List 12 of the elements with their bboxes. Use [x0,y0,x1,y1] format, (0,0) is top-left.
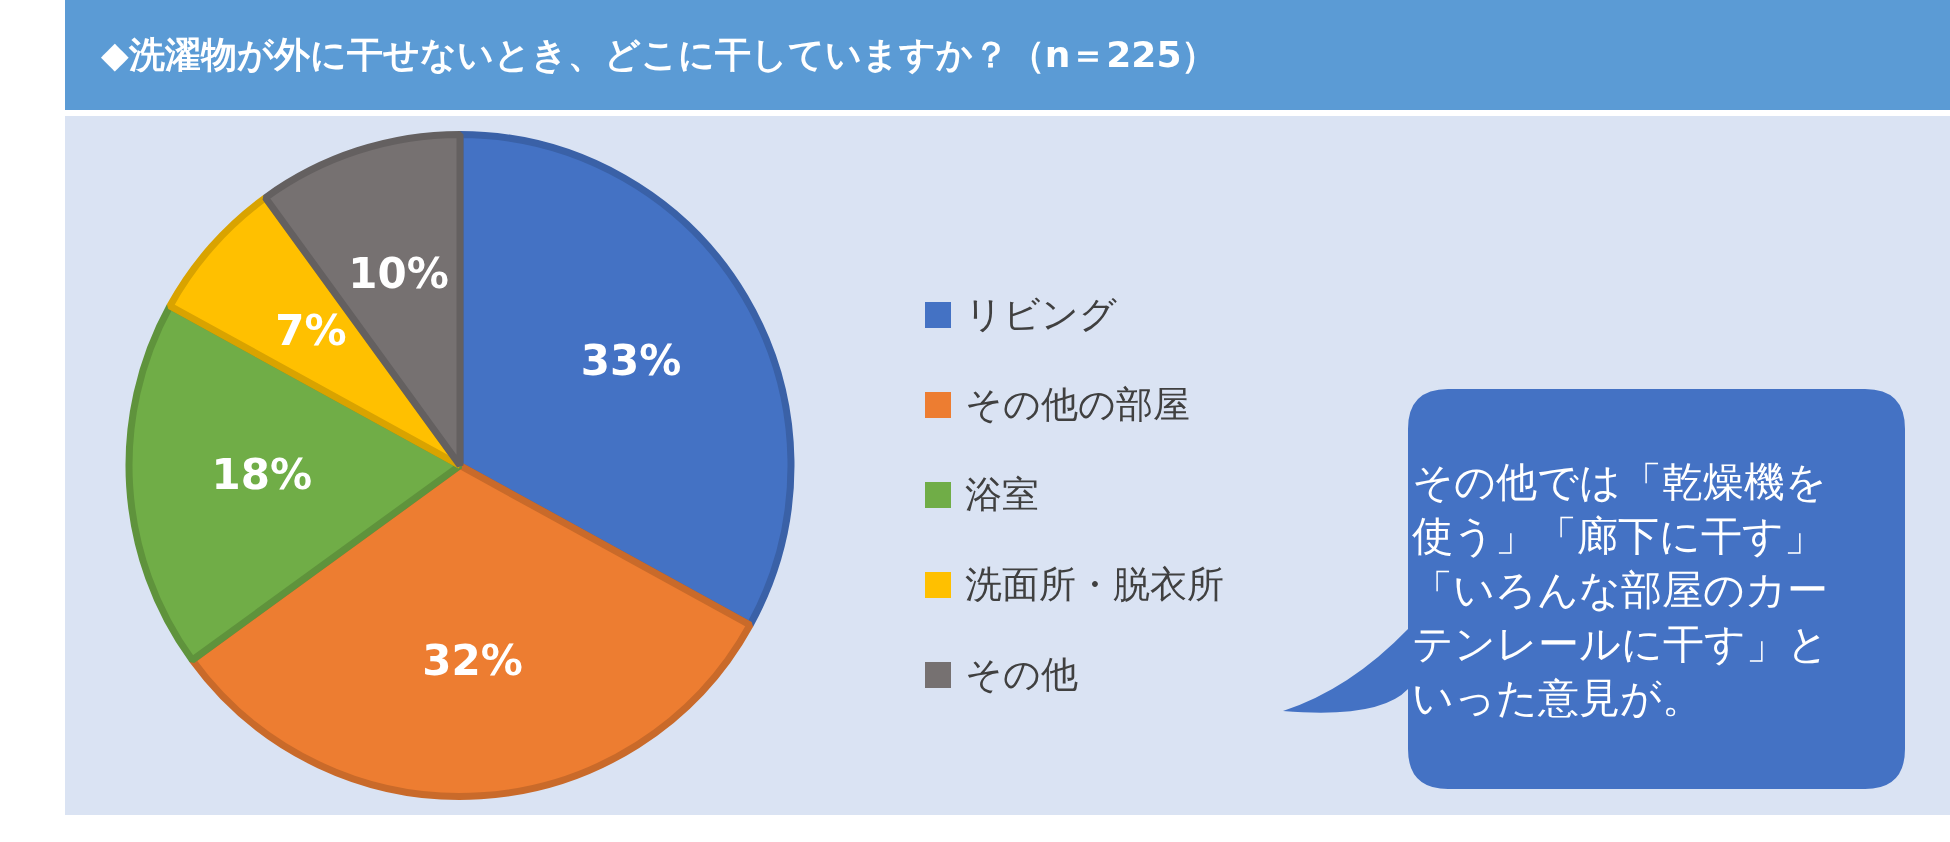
data-label: 10% [348,248,449,298]
data-label: 32% [422,635,523,685]
chart-title: ◆洗濯物が外に干せないとき、どこに干していますか？（n＝225） [65,0,1950,110]
legend-label: 洗面所・脱衣所 [965,562,1224,608]
legend-label: その他の部屋 [965,382,1190,428]
legend-label: その他 [965,652,1078,698]
text: その他では「乾燥機を使う」「廊下に干す」「いろんな部屋のカーテンレールに干す」といった意見が。 [1412,457,1830,724]
legend-label: 浴室 [965,472,1039,518]
data-label: 33% [580,336,682,386]
data-label: 18% [211,449,313,499]
legend-label: リビング [965,292,1117,338]
data-label: 7% [275,306,347,356]
